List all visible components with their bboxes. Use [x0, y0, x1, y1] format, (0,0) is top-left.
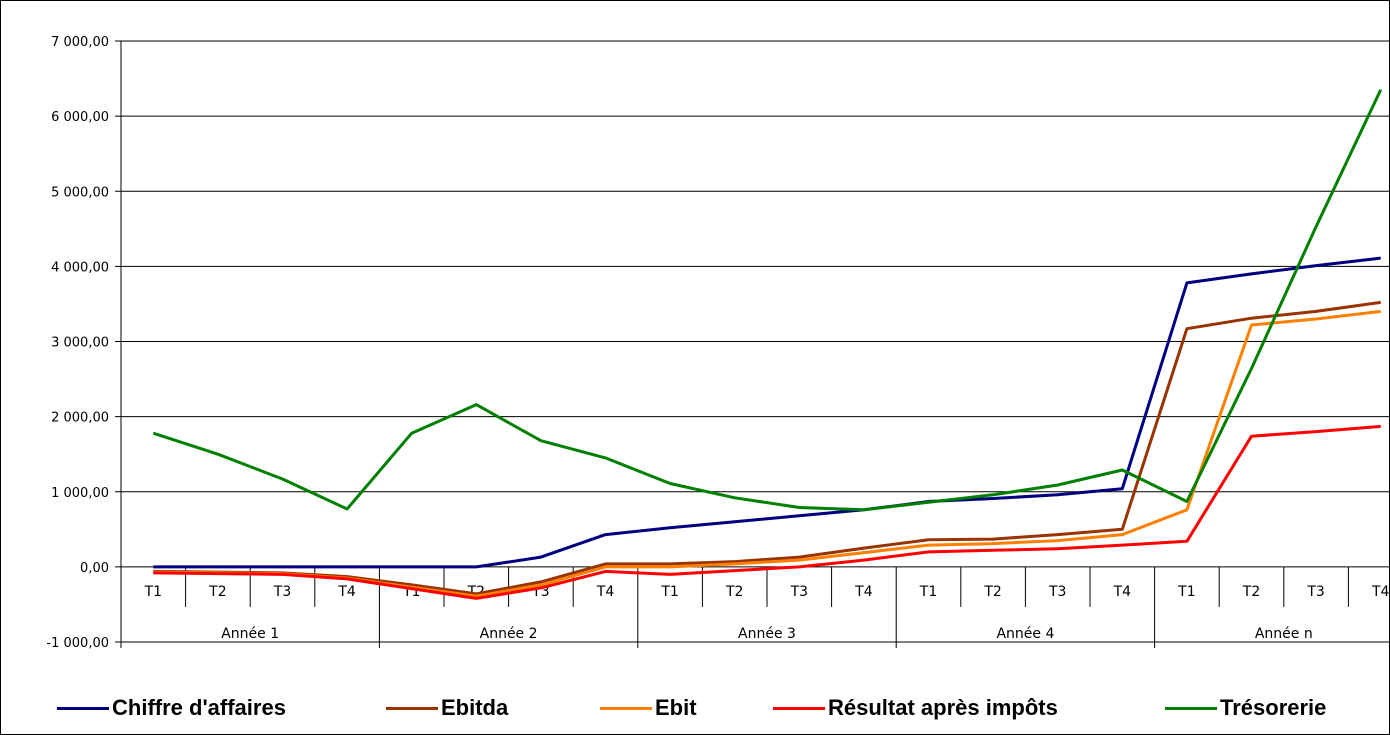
legend-item-ebitda: Ebitda [386, 688, 508, 728]
legend-item-ebit: Ebit [600, 688, 697, 728]
legend-swatch [600, 706, 652, 710]
legend-label: Ebit [655, 695, 697, 720]
x-tick-label: T2 [983, 584, 1001, 600]
x-tick-label: T3 [273, 584, 291, 600]
y-tick-label: 0,00 [80, 561, 109, 576]
legend-swatch [1165, 706, 1217, 710]
y-tick-label: 4 000,00 [51, 260, 109, 275]
x-group-label: Année 1 [221, 626, 279, 642]
x-group-label: Année 2 [480, 626, 538, 642]
x-tick-label: T1 [660, 584, 678, 600]
series-line-chiffre-d-affaires [153, 256, 1381, 569]
x-axis-tick-labels: T1 T2 T3 T4 T1 T2 T3 T4 T1 T2 T3 T4 T1 T2 T3 T4 T1 T2 T3 T4… [144, 584, 1390, 642]
x-group-label: Année 4 [996, 626, 1054, 642]
x-tick-label: T2 [1242, 584, 1260, 600]
y-tick-label: 2 000,00 [51, 411, 109, 426]
y-tick-label: 3 000,00 [51, 336, 109, 351]
legend: Chiffre d'affaires Ebitda Ebit Résultat … [0, 688, 1390, 728]
legend-label: Résultat après impôts [828, 695, 1058, 720]
y-tick-label: 7 000,00 [51, 35, 109, 50]
x-tick-label: T4 [337, 584, 356, 600]
legend-item-tresorerie: Trésorerie [1165, 688, 1326, 728]
x-tick-label: T4 [1113, 584, 1132, 600]
x-tick-label: T2 [208, 584, 226, 600]
legend-item-resultat: Résultat après impôts [773, 688, 1058, 728]
x-tick-label: T1 [919, 584, 937, 600]
x-tick-label: T1 [144, 584, 162, 600]
y-tick-label: 5 000,00 [51, 185, 109, 200]
y-axis-tick-labels: -1 000,00 0,00 1 000,00 2 000,00 3 000,00 4 0… [46, 35, 109, 651]
y-tick-label: 6 000,00 [51, 110, 109, 125]
x-tick-label: T4 [1371, 584, 1390, 600]
series-line-ebitda [153, 300, 1381, 596]
series-line-resultat-apres-impots [153, 424, 1381, 600]
y-tick-label: 1 000,00 [51, 486, 109, 501]
legend-swatch [57, 706, 109, 710]
series-line-tresorerie [152, 89, 1383, 512]
legend-swatch [773, 706, 825, 710]
axes [115, 40, 1349, 648]
x-group-label: Année 3 [738, 626, 796, 642]
legend-label: Chiffre d'affaires [112, 695, 286, 720]
legend-item-chiffre-affaires: Chiffre d'affaires [57, 688, 286, 728]
x-tick-label: T3 [790, 584, 808, 600]
x-tick-label: T2 [725, 584, 743, 600]
legend-swatch [386, 706, 438, 710]
legend-label: Ebitda [441, 695, 509, 720]
series-lines [152, 89, 1383, 600]
x-tick-label: T3 [1306, 584, 1324, 600]
x-tick-label: T1 [1177, 584, 1195, 600]
legend-label: Trésorerie [1220, 695, 1327, 720]
y-tick-label: -1 000,00 [46, 636, 109, 651]
x-group-label: Année n [1255, 626, 1313, 642]
x-tick-label: T3 [1048, 584, 1066, 600]
x-tick-label: T4 [596, 584, 615, 600]
x-tick-label: T4 [854, 584, 873, 600]
